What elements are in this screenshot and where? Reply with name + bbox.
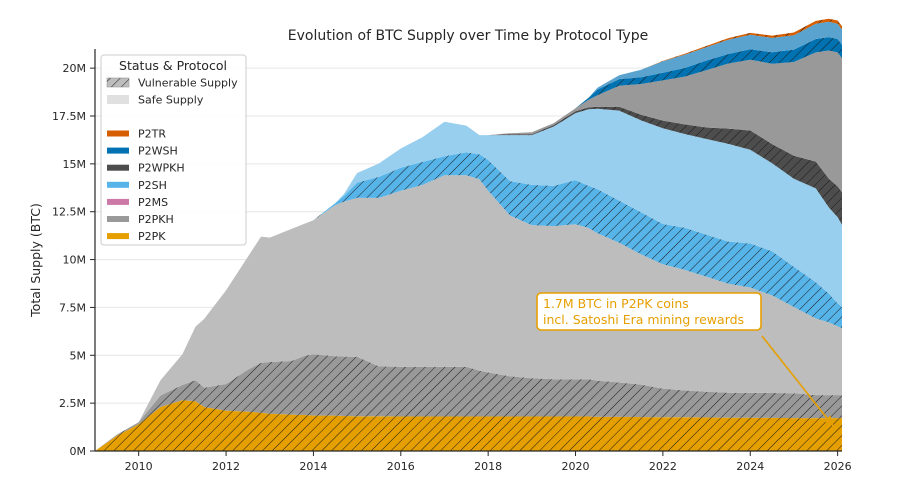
- y-axis-label: Total Supply (BTC): [28, 203, 43, 318]
- legend-frame: [100, 54, 247, 246]
- x-tick-label: 2010: [125, 460, 153, 473]
- legend-swatch-p2sh: [107, 181, 129, 188]
- area-p2sh-safe: [95, 108, 842, 451]
- area-p2pkh-vulnerable-hatch: [95, 354, 842, 451]
- annotation-arrow: [761, 335, 834, 427]
- area-p2wpkh-vulnerable-hatch: [95, 106, 842, 452]
- legend-title: Status & Protocol: [119, 58, 227, 73]
- y-ticks: 0M 2.5M 5M 7.5M 10M 12.5M 15M 17.5M 20M: [52, 62, 95, 458]
- legend-label: Safe Supply: [138, 94, 204, 107]
- area-p2sh-vulnerable-hatch: [95, 152, 842, 451]
- y-tick-label: 20M: [63, 62, 87, 75]
- legend-label-p2tr: P2TR: [138, 128, 166, 141]
- x-tick-label: 2022: [649, 460, 677, 473]
- legend-label-p2pk: P2PK: [138, 230, 166, 243]
- stacked-areas: [95, 18, 842, 452]
- legend-label: Vulnerable Supply: [138, 77, 238, 90]
- legend-swatch-p2ms: [107, 198, 129, 205]
- annotation-arrowhead: [823, 415, 834, 427]
- legend-swatch-p2wsh: [107, 147, 129, 154]
- legend-label-p2sh: P2SH: [138, 179, 167, 192]
- legend-label-p2wsh: P2WSH: [138, 145, 178, 158]
- x-tick-label: 2012: [212, 460, 240, 473]
- annotation-line-2: incl. Satoshi Era mining rewards: [543, 312, 744, 327]
- y-tick-label: 5M: [70, 349, 87, 362]
- x-tick-label: 2016: [387, 460, 415, 473]
- legend-label-p2wpkh: P2WPKH: [138, 162, 185, 175]
- legend-swatch-p2pkh: [107, 216, 129, 222]
- p2pk-annotation: 1.7M BTC in P2PK coins incl. Satoshi Era…: [536, 292, 834, 427]
- legend-swatch-p2wpkh: [107, 164, 129, 171]
- legend: Status & Protocol Vulnerable Supply Safe …: [100, 54, 247, 246]
- legend-swatch-safe: [107, 95, 129, 104]
- area-p2pk-vulnerable-hatch: [95, 400, 842, 451]
- y-tick-label: 2.5M: [59, 397, 86, 410]
- x-tick-label: 2026: [824, 460, 852, 473]
- legend-label-p2pkh: P2PKH: [138, 213, 174, 226]
- legend-label-p2ms: P2MS: [138, 196, 168, 209]
- area-p2pkh-safe: [95, 175, 842, 452]
- annotation-line-1: 1.7M BTC in P2PK coins: [543, 296, 689, 311]
- chart-title: Evolution of BTC Supply over Time by Pro…: [288, 28, 648, 44]
- x-tick-label: 2020: [562, 460, 590, 473]
- x-tick-label: 2014: [299, 460, 327, 473]
- y-tick-label: 12.5M: [52, 206, 86, 219]
- y-tick-label: 7.5M: [59, 301, 86, 314]
- annotation-box: [536, 292, 762, 331]
- x-ticks: 2010 2012 2014 2016 2018 2020 2022 2024 2026: [125, 451, 852, 473]
- legend-swatch-p2pk: [107, 233, 129, 240]
- y-tick-label: 0M: [70, 445, 87, 458]
- legend-swatch-hatch: [107, 78, 129, 87]
- legend-swatch-p2tr: [107, 130, 129, 137]
- x-tick-label: 2018: [474, 460, 502, 473]
- x-tick-label: 2024: [736, 460, 764, 473]
- y-tick-label: 17.5M: [52, 110, 86, 123]
- area-p2wpkh-safe: [95, 50, 842, 451]
- y-tick-label: 10M: [63, 254, 87, 267]
- y-tick-label: 15M: [63, 158, 87, 171]
